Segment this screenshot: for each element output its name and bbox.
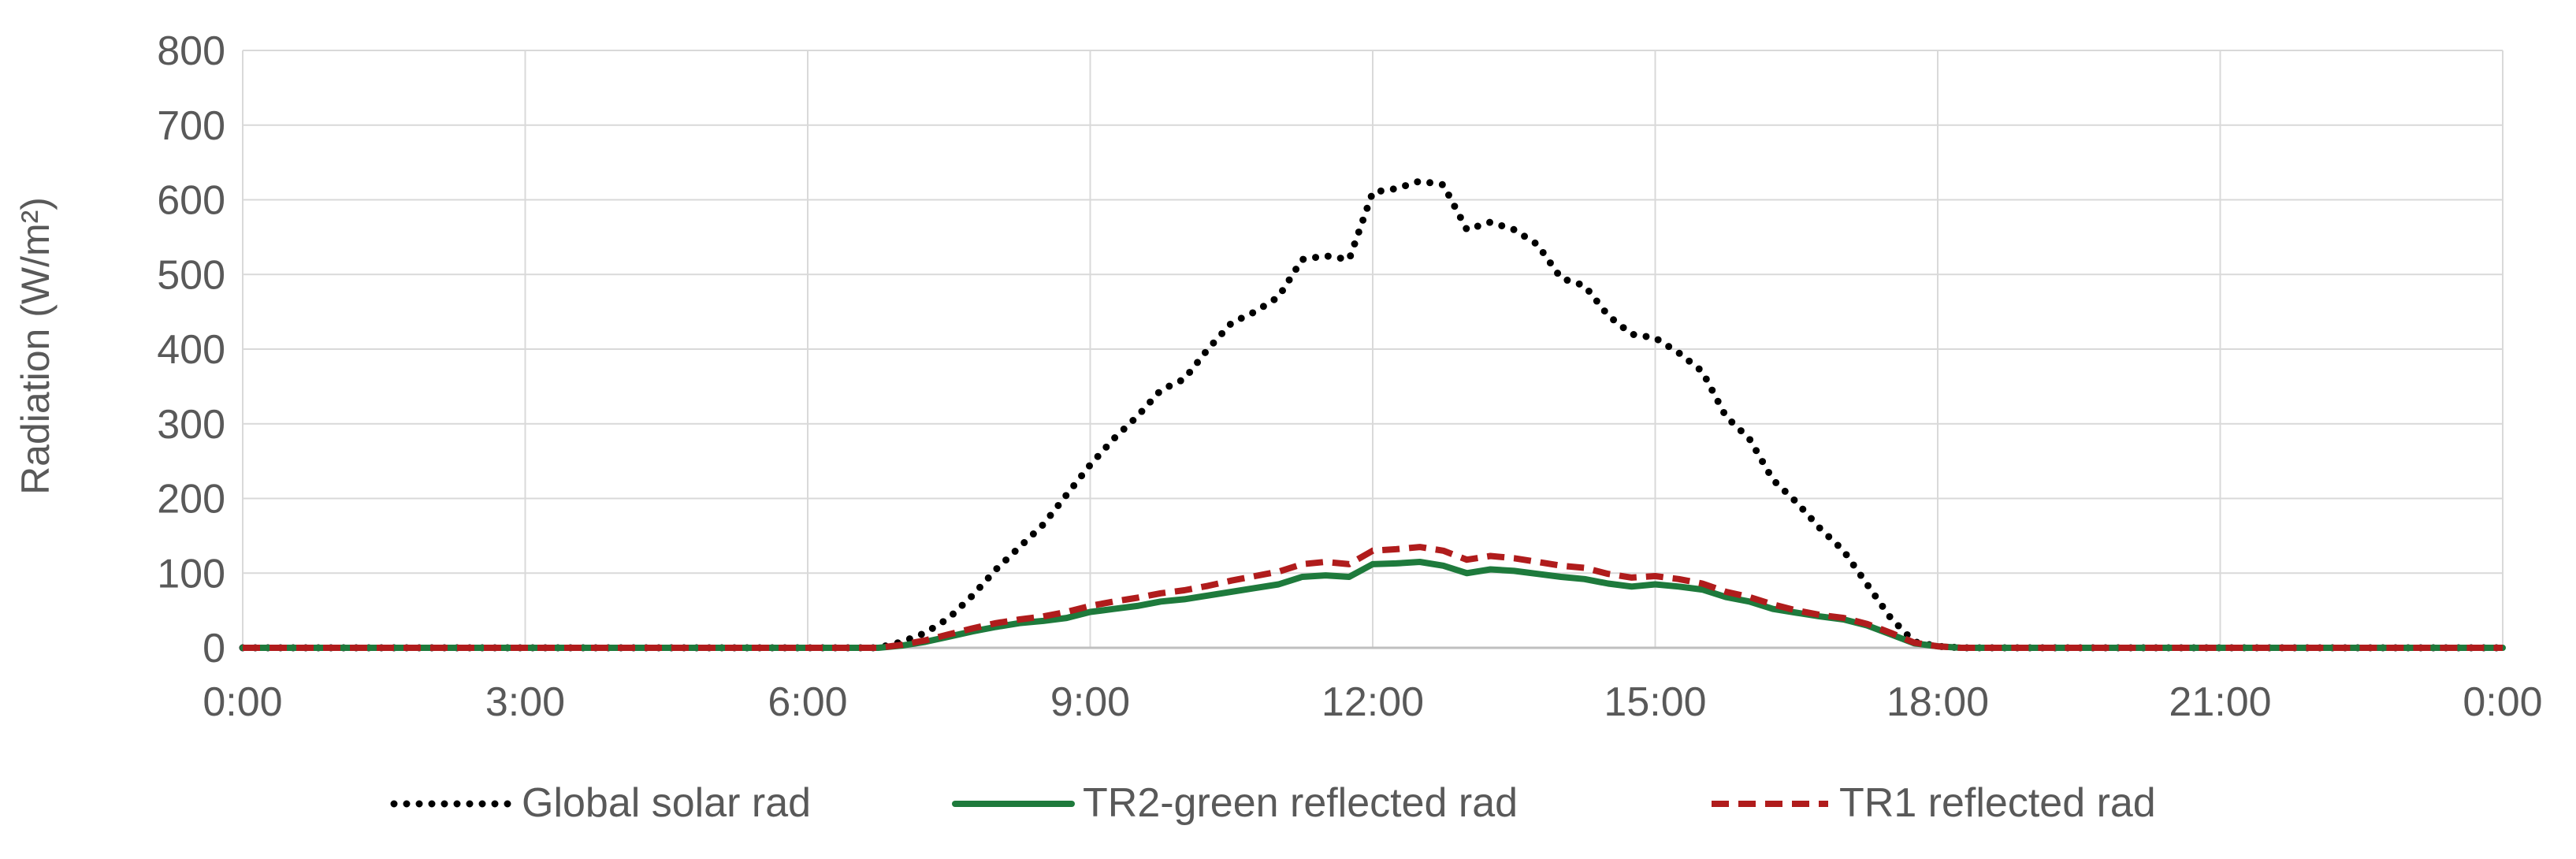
gridlines — [242, 50, 2504, 649]
legend-item: Global solar rad — [390, 780, 811, 826]
series-layer — [239, 177, 2507, 652]
legend: Global solar rad TR2-green reflected rad T… — [390, 780, 2156, 826]
x-tick-label: 15:00 — [1604, 679, 1706, 725]
legend-label: TR1 reflected rad — [1839, 780, 2156, 826]
x-tick-label: 18:00 — [1886, 679, 1989, 725]
x-tick-label: 21:00 — [2169, 679, 2271, 725]
legend-item: TR1 reflected rad — [1712, 780, 2156, 826]
x-tick-label: 12:00 — [1321, 679, 1424, 725]
y-tick-label: 800 — [157, 28, 225, 74]
x-tick-label: 0:00 — [2463, 679, 2542, 725]
y-tick-label: 400 — [157, 327, 225, 373]
y-tick-label: 0 — [203, 626, 225, 671]
series-line-0 — [239, 177, 2507, 652]
y-axis-title: Radiation (W/m²) — [13, 197, 58, 495]
x-tick-label: 3:00 — [485, 679, 565, 725]
y-tick-label: 200 — [157, 477, 225, 522]
y-tick-label: 700 — [157, 103, 225, 149]
x-tick-label: 0:00 — [203, 679, 282, 725]
y-tick-label: 600 — [157, 178, 225, 224]
legend-label: TR2-green reflected rad — [1083, 780, 1518, 826]
legend-label: Global solar rad — [522, 780, 811, 826]
series-line-2 — [243, 544, 2503, 651]
y-tick-label: 100 — [157, 551, 225, 597]
x-tick-label: 6:00 — [768, 679, 847, 725]
y-axis-ticks: 0 100 200 300 400 500 600 700 800 — [157, 28, 225, 671]
x-tick-label: 9:00 — [1050, 679, 1130, 725]
x-axis-ticks: 0:00 3:00 6:00 9:00 12:00 15:00 18:00 21:00 0:00 — [203, 679, 2542, 725]
y-tick-label: 300 — [157, 402, 225, 448]
y-tick-label: 500 — [157, 252, 225, 298]
legend-item: TR2-green reflected rad — [952, 780, 1518, 826]
